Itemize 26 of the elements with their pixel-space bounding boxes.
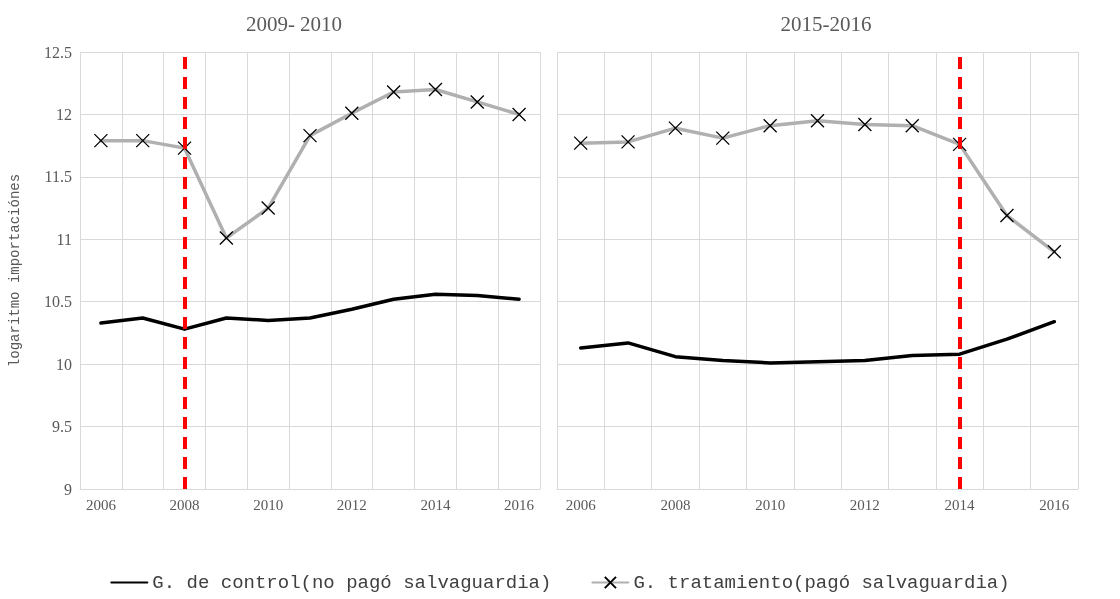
x-tick-label: 2014 (944, 496, 976, 513)
y-tick-label: 11 (56, 230, 72, 248)
x-tick-label: 2008 (169, 496, 200, 513)
x-tick-label: 2008 (660, 496, 691, 513)
legend-label: G. de control(no pagó salvaguardia) (152, 571, 552, 594)
chart-title: 2009- 2010 (245, 11, 343, 36)
y-tick-label: 10 (56, 355, 72, 373)
x-tick-label: 2012 (336, 496, 367, 513)
x-tick-label: 2016 (1039, 496, 1070, 513)
y-tick-label: 12.5 (44, 43, 72, 61)
x-tick-label: 2006 (85, 496, 117, 513)
y-tick-label: 12 (56, 105, 72, 123)
y-tick-label: 11.5 (44, 168, 72, 186)
chart-title: 2015-2016 (780, 11, 872, 36)
line-series (99, 292, 521, 331)
x-tick-label: 2016 (504, 496, 535, 513)
x-tick-label: 2012 (849, 496, 880, 513)
y-axis-title: logaritmo importaciónes (7, 173, 23, 368)
legend-label: G. tratamiento(pagó salvaguardia) (633, 571, 1010, 594)
y-tick-label: 9 (64, 480, 72, 498)
x-tick-label: 2010 (253, 496, 284, 513)
y-tick-label: 10.5 (44, 293, 72, 311)
x-tick-label: 2014 (420, 496, 451, 513)
x-tick-label: 2010 (755, 496, 786, 513)
y-tick-label: 9.5 (52, 418, 72, 436)
x-tick-label: 2006 (565, 496, 597, 513)
